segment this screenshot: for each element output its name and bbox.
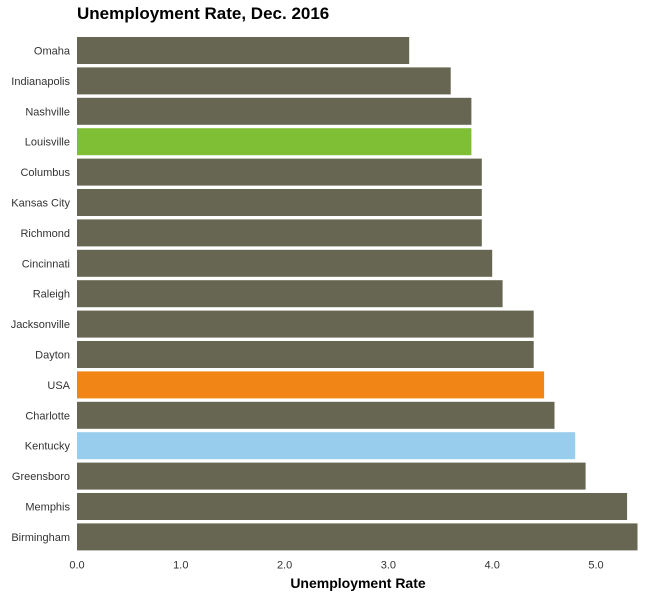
bar-memphis bbox=[77, 493, 628, 520]
category-label-usa: USA bbox=[47, 380, 70, 392]
x-tick-label: 3.0 bbox=[381, 559, 396, 571]
bar-cincinnati bbox=[77, 249, 493, 277]
bar-usa bbox=[77, 371, 545, 399]
bar-greensboro bbox=[77, 462, 586, 490]
category-label-jacksonville: Jacksonville bbox=[11, 319, 70, 331]
category-labels: Omaha Indianapolis Nashville Louisville Colu… bbox=[11, 46, 71, 544]
bar-raleigh bbox=[77, 280, 503, 308]
x-tick-label: 0.0 bbox=[69, 559, 84, 571]
x-tick-label: 4.0 bbox=[485, 559, 500, 571]
chart-title: Unemployment Rate, Dec. 2016 bbox=[77, 4, 330, 23]
bar-jacksonville bbox=[77, 310, 534, 338]
x-axis-title: Unemployment Rate bbox=[290, 575, 426, 591]
bar-kentucky bbox=[77, 432, 576, 460]
bar-indianapolis bbox=[77, 67, 451, 95]
category-label-omaha: Omaha bbox=[34, 46, 71, 58]
x-tick-label: 5.0 bbox=[588, 559, 603, 571]
bar-columbus bbox=[77, 158, 482, 186]
category-label-kansas-city: Kansas City bbox=[11, 198, 70, 210]
category-label-greensboro: Greensboro bbox=[12, 471, 70, 483]
bar-kansas-city bbox=[77, 189, 482, 216]
category-label-raleigh: Raleigh bbox=[33, 289, 70, 301]
bar-nashville bbox=[77, 97, 472, 125]
bar-charlotte bbox=[77, 401, 555, 429]
category-label-memphis: Memphis bbox=[25, 502, 70, 514]
bar-louisville bbox=[77, 128, 472, 156]
x-axis-ticks: 0.0 1.0 2.0 3.0 4.0 5.0 bbox=[69, 559, 603, 571]
category-label-kentucky: Kentucky bbox=[25, 441, 71, 453]
bar-dayton bbox=[77, 341, 534, 368]
category-label-indianapolis: Indianapolis bbox=[11, 76, 70, 88]
x-tick-label: 2.0 bbox=[277, 559, 292, 571]
category-label-richmond: Richmond bbox=[20, 228, 70, 240]
category-label-nashville: Nashville bbox=[25, 106, 70, 118]
category-label-birmingham: Birmingham bbox=[11, 532, 70, 544]
bar-richmond bbox=[77, 219, 482, 247]
bar-birmingham bbox=[77, 523, 638, 551]
category-label-louisville: Louisville bbox=[25, 137, 70, 149]
x-tick-label: 1.0 bbox=[173, 559, 188, 571]
bar-omaha bbox=[77, 37, 410, 64]
category-label-cincinnati: Cincinnati bbox=[22, 258, 70, 270]
category-label-columbus: Columbus bbox=[20, 167, 70, 179]
category-label-charlotte: Charlotte bbox=[25, 410, 70, 422]
category-label-dayton: Dayton bbox=[35, 350, 70, 362]
bars-group bbox=[77, 37, 638, 551]
